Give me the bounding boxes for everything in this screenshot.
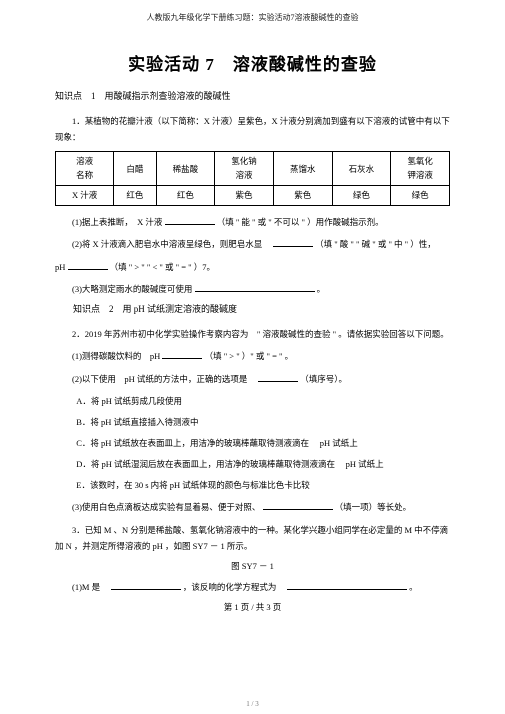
cell-line: 钾溶液	[407, 170, 433, 180]
blank-field[interactable]	[258, 371, 298, 382]
q2-intro: 2．2019 年苏州市初中化学实验操作考察内容为 " 溶液酸碱性的查验 " 。请…	[55, 326, 450, 342]
cell-line: 溶液	[76, 156, 93, 166]
table-cell: 紫色	[215, 186, 274, 206]
q3-intro: 3．已知 M 、N 分别是稀盐酸、氢氧化钠溶液中的一种。某化学兴趣小组同学在必定…	[55, 522, 450, 554]
text: 。	[409, 582, 418, 592]
table-row: X 汁液 红色 红色 紫色 紫色 绿色 绿色	[56, 186, 450, 206]
blank-field[interactable]	[263, 499, 333, 510]
cell-line: 氢氧化	[407, 156, 433, 166]
table-cell: X 汁液	[56, 186, 114, 206]
q1-sub2: (2)将 X 汁液滴入肥皂水中溶液呈绿色，则肥皂水显 （填 " 酸 " " 碱 …	[55, 236, 450, 252]
q1-sub3: (3)大略测定雨水的酸碱度可使用 。	[55, 281, 450, 297]
table-cell: 稀盐酸	[156, 152, 215, 186]
q2-sub3: (3)使用白色点滴板达成实验有显着易、便于对照、 （填一项）等长处。	[55, 499, 450, 515]
table-cell: 氢氧化 钾溶液	[391, 152, 450, 186]
text: (2)以下使用 pH 试纸的方法中，正确的选项是	[72, 374, 256, 384]
text: (3)大略测定雨水的酸碱度可使用	[72, 284, 192, 294]
text: 。	[317, 284, 326, 294]
table-cell: 蒸馏水	[273, 152, 332, 186]
choice-b: B．将 pH 试纸直接插入待测液中	[76, 414, 450, 430]
cell-line: 溶液	[236, 170, 253, 180]
text: ，该反响的化学方程式为	[183, 582, 285, 592]
text: D．将 pH 试纸湿润后放在表面皿上，用洁净的玻璃棒蘸取待测液滴在	[76, 459, 335, 469]
blank-field[interactable]	[195, 281, 315, 292]
text: (1)M 是	[72, 582, 109, 592]
text: (1)测得碳酸饮料的 pH	[72, 351, 160, 361]
q2-sub1: (1)测得碳酸饮料的 pH （填 " > " ）" 或 " = " 。	[55, 348, 450, 364]
table-cell: 石灰水	[332, 152, 391, 186]
blank-field[interactable]	[68, 259, 108, 270]
blank-field[interactable]	[111, 579, 181, 590]
q1-sub2b: pH （填 " > " " < " 或 " = " ）7。	[55, 259, 450, 275]
knowledge-point-2: 知识点 2 用 pH 试纸测定溶液的酸碱度	[55, 303, 450, 317]
page-title: 实验活动 7 溶液酸碱性的查验	[55, 52, 450, 78]
q1-sub1: (1)据上表推断， X 汁液 （填 " 能 " 或 " 不可以 " ）用作酸碱指…	[55, 214, 450, 230]
page-root: 人教版九年级化学下册练习题：实验活动7溶液酸碱性的查验 实验活动 7 溶液酸碱性…	[0, 0, 505, 714]
text: (1)据上表推断， X 汁液	[72, 217, 162, 227]
choice-e: E．该数时，在 30 s 内将 pH 试纸体现的颜色与标准比色卡比较	[76, 477, 450, 493]
table-cell: 氢化钠 溶液	[215, 152, 274, 186]
table-cell: 红色	[114, 186, 156, 206]
knowledge-point-1: 知识点 1 用酸碱指示剂查验溶液的酸碱性	[55, 90, 450, 104]
choice-a: A．将 pH 试纸剪成几段使用	[76, 393, 450, 409]
table-cell: 红色	[156, 186, 215, 206]
table-cell: 溶液 名称	[56, 152, 114, 186]
blank-field[interactable]	[287, 579, 407, 590]
blank-field[interactable]	[165, 214, 215, 225]
text: (3)使用白色点滴板达成实验有显着易、便于对照、	[72, 502, 260, 512]
document-header: 人教版九年级化学下册练习题：实验活动7溶液酸碱性的查验	[55, 12, 450, 24]
text: （填 " 酸 " " 碱 " 或 " 中 " ）性，	[315, 239, 436, 249]
text: pH	[55, 262, 65, 272]
page-number-footer: 第 1 页 / 共 3 页	[55, 601, 450, 614]
text: pH 试纸上	[346, 459, 384, 469]
q2-sub2: (2)以下使用 pH 试纸的方法中，正确的选项是 （填序号）。	[55, 371, 450, 387]
q3-sub1: (1)M 是 ，该反响的化学方程式为 。	[55, 579, 450, 595]
text: （填一项）等长处。	[335, 502, 412, 512]
q1-intro: 1．某植物的花瓣汁液（以下简称：X 汁液）呈紫色，X 汁液分别滴加到盛有以下溶液…	[55, 113, 450, 145]
text: C．将 pH 试纸放在表面皿上，用洁净的玻璃棒蘸取待测液滴在	[76, 438, 309, 448]
table-cell: 紫色	[273, 186, 332, 206]
blank-field[interactable]	[273, 236, 313, 247]
choice-c: C．将 pH 试纸放在表面皿上，用洁净的玻璃棒蘸取待测液滴在 pH 试纸上	[76, 435, 450, 451]
cell-line: 名称	[76, 170, 93, 180]
text: （填 " > " " < " 或 " = " ）7。	[110, 262, 215, 272]
blank-field[interactable]	[162, 348, 202, 359]
text: (2)将 X 汁液滴入肥皂水中溶液呈绿色，则肥皂水显	[72, 239, 271, 249]
text: （填 " 能 " 或 " 不可以 " ）用作酸碱指示剂。	[217, 217, 384, 227]
table-cell: 白醋	[114, 152, 156, 186]
figure-label: 图 SY7 － 1	[55, 560, 450, 573]
cell-line: 氢化钠	[231, 156, 257, 166]
tiny-page-footer: 1 / 3	[0, 700, 505, 708]
solution-table: 溶液 名称 白醋 稀盐酸 氢化钠 溶液 蒸馏水 石灰水 氢氧化 钾溶液 X 汁液…	[55, 151, 450, 206]
text: （填 " > " ）" 或 " = " 。	[205, 351, 294, 361]
text: pH 试纸上	[320, 438, 358, 448]
table-cell: 绿色	[391, 186, 450, 206]
text: （填序号）。	[300, 374, 347, 384]
table-row: 溶液 名称 白醋 稀盐酸 氢化钠 溶液 蒸馏水 石灰水 氢氧化 钾溶液	[56, 152, 450, 186]
table-cell: 绿色	[332, 186, 391, 206]
choice-d: D．将 pH 试纸湿润后放在表面皿上，用洁净的玻璃棒蘸取待测液滴在 pH 试纸上	[76, 456, 450, 472]
